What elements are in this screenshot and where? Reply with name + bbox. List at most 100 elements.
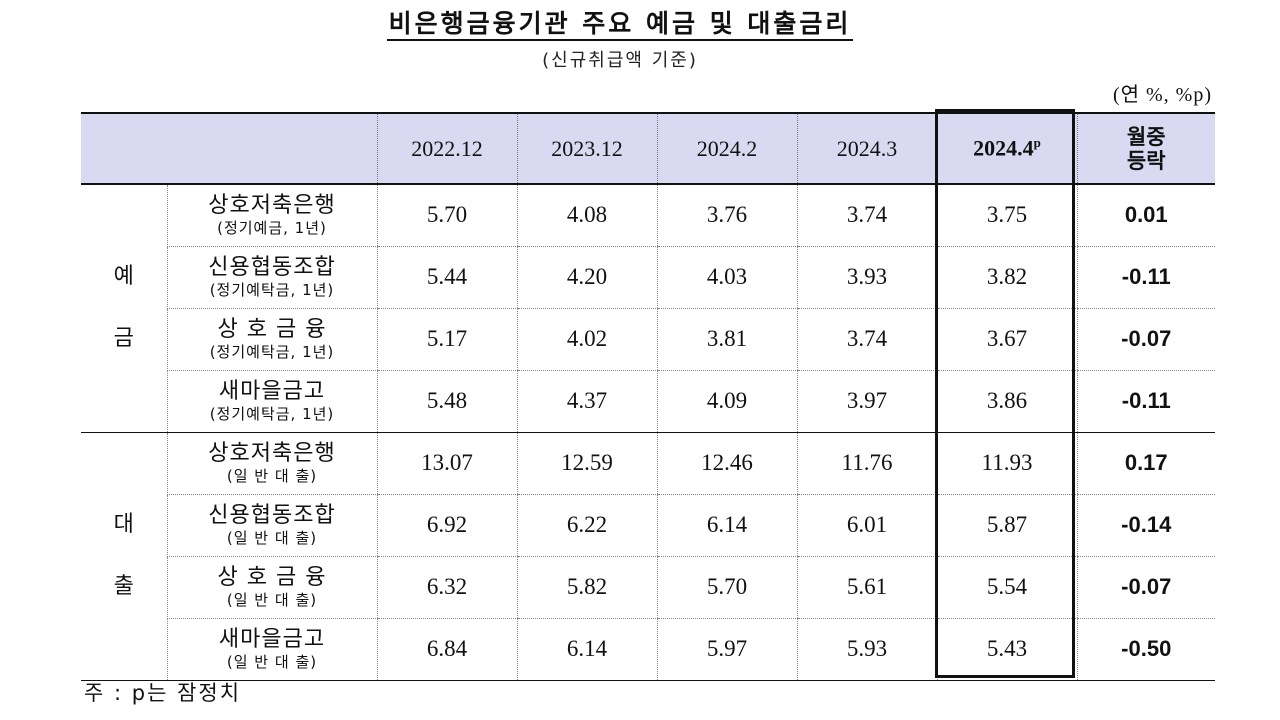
table-row: 예 금 상호저축은행 (정기예금, 1년) 5.70 4.08 3.76 3.74 3.75 0.… [81,184,1215,433]
rate-cell: 3.74 [796,184,937,247]
rate-cell: 3.67 [936,308,1077,371]
title-wrap: 비은행금융기관 주요 예금 및 대출금리 [0,4,1240,41]
table-row: 새마을금고 (일 반 대 출) 6.84 6.14 5.97 5.93 5.43 -0.50 [81,618,1215,681]
institution-product: (일 반 대 출) [226,590,318,609]
table-row: 새마을금고 (정기예탁금, 1년) 5.48 4.37 4.09 3.97 3.86 -0.1… [81,370,1215,433]
rate-cell: 3.82 [936,246,1077,309]
table-row: 신용협동조합 (일 반 대 출) 6.92 6.22 6.14 6.01 5.87 -0.14 [81,494,1215,557]
rate-cell: 6.14 [656,494,797,557]
institution-cell: 신용협동조합 (일 반 대 출) [166,494,377,557]
institution-cell: 상호저축은행 (정기예금, 1년) [166,184,377,247]
rate-cell: 4.03 [656,246,797,309]
header-blank-cell [81,112,377,185]
rate-cell: 5.97 [656,618,797,681]
change-cell: -0.50 [1076,618,1215,681]
rate-cell: 4.08 [516,184,657,247]
header-row: 2022.12 2023.12 2024.2 2024.3 2024.4p 월중… [81,112,1215,185]
rate-cell: 13.07 [376,432,517,495]
table-row: 신용협동조합 (정기예탁금, 1년) 5.44 4.20 4.03 3.93 3.82 -0.… [81,246,1215,309]
institution-product: (일 반 대 출) [226,652,318,671]
rate-cell: 6.32 [376,556,517,619]
table-row: 상 호 금 융 (일 반 대 출) 6.32 5.82 5.70 5.61 5.54 -0.0… [81,556,1215,619]
change-cell: -0.07 [1076,556,1215,619]
rate-cell: 3.97 [796,370,937,433]
rate-cell: 3.86 [936,370,1077,433]
header-change-line2: 등락 [1126,148,1166,173]
rate-cell: 5.61 [796,556,937,619]
page-title: 비은행금융기관 주요 예금 및 대출금리 [386,9,854,41]
institution-cell: 상 호 금 융 (일 반 대 출) [166,556,377,619]
subtitle: (신규취급액 기준) [542,50,698,71]
header-latest-sup: p [1033,135,1041,151]
institution-cell: 상호저축은행 (일 반 대 출) [166,432,377,495]
institution-product: (정기예탁금, 1년) [209,404,335,423]
rate-cell: 12.46 [656,432,797,495]
rate-cell: 5.17 [376,308,517,371]
rate-cell: 4.20 [516,246,657,309]
header-change: 월중 등락 [1076,112,1215,185]
change-cell: -0.11 [1076,370,1215,433]
change-cell: -0.07 [1076,308,1215,371]
rate-cell: 4.09 [656,370,797,433]
rate-table: 2022.12 2023.12 2024.2 2024.3 2024.4p 월중… [81,112,1215,681]
change-cell: -0.11 [1076,246,1215,309]
institution-product: (정기예탁금, 1년) [209,342,335,361]
table-row: 상 호 금 융 (정기예탁금, 1년) 5.17 4.02 3.81 3.74 3.67 -0… [81,308,1215,371]
change-cell: 0.17 [1076,432,1215,495]
rate-cell: 5.70 [376,184,517,247]
section-label-char: 금 [113,326,134,352]
header-col-4: 2024.3 [796,112,937,185]
institution-name: 상 호 금 융 [217,564,327,590]
table-header: 2022.12 2023.12 2024.2 2024.3 2024.4p 월중… [81,112,1215,185]
rate-cell: 11.93 [936,432,1077,495]
institution-name: 상 호 금 융 [217,316,327,342]
section-label-char: 대 [113,512,134,537]
rate-cell: 6.01 [796,494,937,557]
table-row: 대 출 상호저축은행 (일 반 대 출) 13.07 12.59 12.46 11.76 11.… [81,432,1215,681]
institution-product: (일 반 대 출) [226,466,318,485]
institution-cell: 신용협동조합 (정기예탁금, 1년) [166,246,377,309]
institution-name: 상호저축은행 [208,440,336,466]
institution-cell: 상 호 금 융 (정기예탁금, 1년) [166,308,377,371]
change-cell: 0.01 [1076,184,1215,247]
table-body: 예 금 상호저축은행 (정기예금, 1년) 5.70 4.08 3.76 3.74 3.75 0.… [81,184,1215,681]
rate-cell: 3.74 [796,308,937,371]
rate-cell: 5.82 [516,556,657,619]
institution-product: (일 반 대 출) [226,528,318,547]
institution-name: 신용협동조합 [208,254,336,280]
rate-cell: 4.37 [516,370,657,433]
header-change-line1: 월중 [1126,124,1166,149]
section-label-char: 예 [113,264,134,290]
section-label-char: 출 [113,574,134,599]
institution-cell: 새마을금고 (정기예탁금, 1년) [166,370,377,433]
header-col-1: 2022.12 [376,112,517,185]
rate-cell: 3.76 [656,184,797,247]
header-col-3: 2024.2 [656,112,797,185]
rate-cell: 5.87 [936,494,1077,557]
rate-cell: 6.92 [376,494,517,557]
rate-cell: 12.59 [516,432,657,495]
rate-cell: 6.22 [516,494,657,557]
change-cell: -0.14 [1076,494,1215,557]
rate-cell: 5.70 [656,556,797,619]
header-col-2: 2023.12 [516,112,657,185]
institution-name: 신용협동조합 [208,502,336,528]
unit-label: (연 %, %p) [1112,84,1212,106]
rate-cell: 5.48 [376,370,517,433]
institution-name: 상호저축은행 [208,192,336,218]
header-latest-label: 2024.4 [973,135,1034,161]
rate-cell: 5.54 [936,556,1077,619]
institution-cell: 새마을금고 (일 반 대 출) [166,618,377,681]
rate-cell: 3.93 [796,246,937,309]
rate-cell: 3.75 [936,184,1077,247]
institution-name: 새마을금고 [218,378,326,404]
institution-name: 새마을금고 [218,626,326,652]
rate-cell: 11.76 [796,432,937,495]
rate-cell: 5.93 [796,618,937,681]
rate-cell: 5.43 [936,618,1077,681]
rate-cell: 4.02 [516,308,657,371]
rate-cell: 3.81 [656,308,797,371]
institution-product: (정기예탁금, 1년) [209,280,335,299]
